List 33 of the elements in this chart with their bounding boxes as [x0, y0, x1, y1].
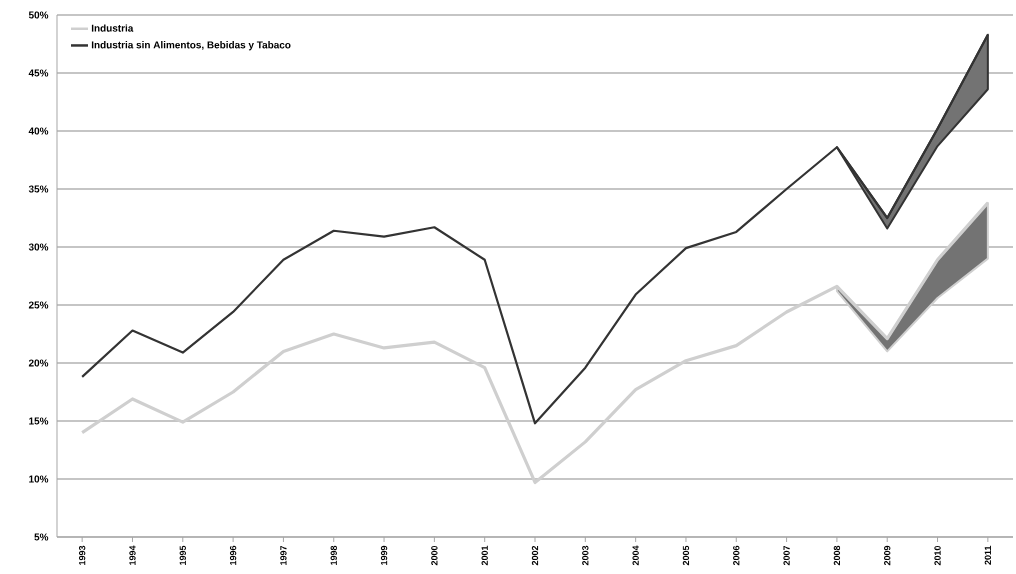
x-tick-label: 1996	[229, 545, 237, 565]
y-tick-label: 40%	[28, 127, 49, 135]
x-tick-label: 2002	[531, 545, 539, 566]
x-tick-label: 1998	[330, 545, 337, 565]
y-tick-label: 45%	[28, 69, 49, 77]
x-tick-label: 2007	[783, 545, 790, 566]
x-tick-label: 2009	[884, 545, 891, 566]
y-tick-label: 50%	[28, 11, 49, 19]
x-tick-label: 1993	[78, 545, 86, 565]
line-series	[81, 33, 989, 425]
x-tick-label: 2010	[934, 545, 941, 566]
y-tick-label: 35%	[28, 185, 49, 193]
x-tick-label: 1995	[179, 545, 186, 565]
y-tick-label: 5%	[34, 533, 49, 541]
x-tick-label: 1994	[129, 545, 136, 565]
x-tick-label: 2000	[431, 545, 438, 566]
x-tick-label: 2005	[682, 545, 690, 566]
legend-label: Industria sin Alimentos, Bebidas y Tabaco	[91, 41, 291, 51]
y-tick-label: 10%	[29, 475, 49, 483]
x-tick-label: 1999	[380, 545, 388, 565]
x-tick-label: 2004	[632, 545, 639, 566]
y-tick-label: 25%	[28, 301, 49, 309]
x-tick-label: 2006	[733, 545, 740, 566]
y-tick-label: 30%	[28, 243, 49, 251]
x-tick-label: 2001	[481, 545, 488, 566]
y-tick-label: 20%	[28, 359, 49, 367]
x-tick-label: 2003	[582, 545, 589, 566]
line-series	[80, 201, 990, 485]
x-tick-label: 1997	[280, 545, 287, 565]
x-tick-label: 2008	[833, 545, 841, 566]
x-tick-label: 2011	[984, 545, 992, 565]
legend-label: Industria	[91, 24, 134, 32]
y-tick-label: 15%	[29, 417, 49, 425]
